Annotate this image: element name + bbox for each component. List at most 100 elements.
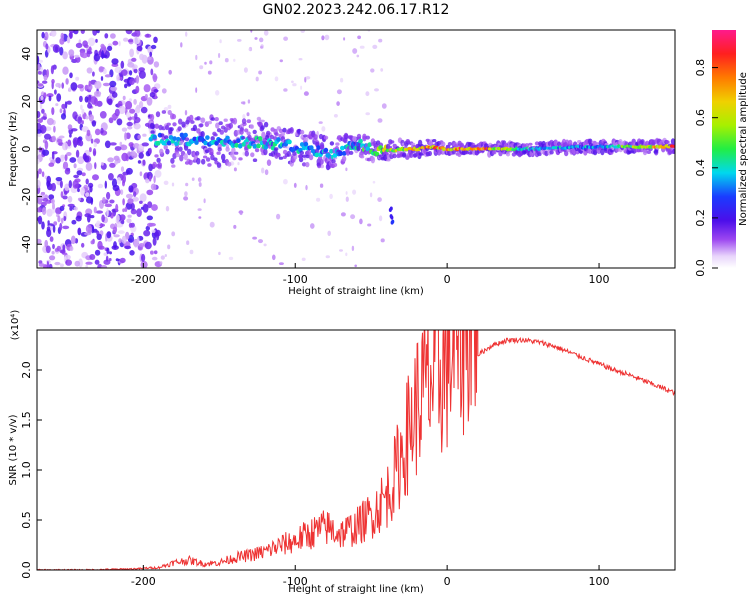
noise-speckle bbox=[40, 191, 46, 196]
signal-halo bbox=[313, 134, 318, 140]
noise-speckle bbox=[108, 117, 114, 124]
noise-speckle bbox=[37, 217, 41, 221]
noise-speckle bbox=[165, 205, 170, 212]
signal-core bbox=[205, 135, 210, 141]
noise-speckle bbox=[59, 222, 63, 231]
noise-speckle bbox=[224, 58, 229, 63]
signal-halo bbox=[286, 150, 291, 157]
signal-halo bbox=[390, 140, 395, 144]
chart-title: GN02.2023.242.06.17.R12 bbox=[263, 2, 450, 18]
noise-speckle bbox=[139, 101, 144, 109]
noise-speckle bbox=[378, 215, 383, 222]
noise-speckle bbox=[125, 193, 134, 199]
noise-speckle bbox=[127, 151, 132, 157]
noise-speckle bbox=[99, 111, 107, 119]
noise-speckle bbox=[69, 246, 74, 252]
noise-speckle bbox=[127, 234, 135, 243]
noise-speckle bbox=[84, 96, 89, 103]
snr-y-axis: 0.0 0.5 1.0 1.5 2.0 bbox=[20, 361, 42, 579]
signal-halo bbox=[189, 114, 194, 122]
noise-speckle bbox=[139, 171, 143, 177]
noise-speckle bbox=[68, 87, 72, 93]
signal-halo bbox=[232, 156, 237, 161]
noise-speckle bbox=[93, 142, 98, 148]
noise-speckle bbox=[380, 238, 385, 243]
noise-speckle bbox=[345, 252, 348, 257]
signal-core bbox=[203, 140, 208, 146]
noise-speckle bbox=[160, 255, 165, 260]
y-tick-label: 0 bbox=[20, 146, 33, 153]
noise-speckle bbox=[62, 225, 70, 230]
noise-speckle bbox=[119, 214, 126, 221]
noise-speckle bbox=[104, 180, 108, 189]
noise-speckle bbox=[111, 91, 118, 98]
noise-speckle bbox=[52, 202, 55, 210]
noise-speckle bbox=[144, 94, 148, 99]
noise-speckle bbox=[132, 143, 140, 149]
noise-speckle bbox=[38, 168, 42, 175]
noise-speckle bbox=[233, 58, 236, 62]
y-tick-label: 2.0 bbox=[20, 361, 33, 379]
signal-halo bbox=[178, 118, 183, 125]
signal-halo bbox=[172, 122, 177, 127]
noise-speckle bbox=[124, 245, 132, 250]
noise-speckle bbox=[115, 223, 124, 228]
signal-halo bbox=[175, 153, 181, 158]
noise-speckle bbox=[365, 91, 370, 97]
signal-halo bbox=[179, 140, 184, 145]
noise-speckle bbox=[38, 59, 43, 63]
noise-speckle bbox=[121, 235, 127, 244]
noise-speckle bbox=[71, 219, 77, 225]
noise-speckle bbox=[68, 180, 73, 189]
signal-halo bbox=[187, 148, 192, 156]
noise-speckle bbox=[46, 175, 51, 185]
noise-speckle bbox=[81, 108, 85, 115]
noise-speckle bbox=[359, 218, 363, 225]
noise-speckle bbox=[61, 82, 64, 89]
signal-halo bbox=[254, 148, 260, 153]
noise-speckle bbox=[372, 180, 376, 184]
noise-speckle bbox=[67, 124, 73, 131]
signal-halo bbox=[168, 127, 173, 135]
noise-speckle bbox=[55, 82, 61, 88]
noise-speckle bbox=[301, 257, 306, 261]
noise-speckle bbox=[305, 76, 311, 80]
signal-halo bbox=[252, 129, 257, 135]
noise-speckle bbox=[51, 107, 55, 116]
noise-speckle bbox=[298, 58, 303, 61]
signal-halo bbox=[372, 140, 377, 147]
noise-speckle bbox=[339, 249, 343, 252]
signal-halo bbox=[163, 144, 168, 150]
noise-speckle bbox=[109, 251, 112, 255]
noise-speckle bbox=[129, 48, 135, 58]
snr-x-axis: -200 -100 0 100 bbox=[131, 565, 610, 588]
noise-speckle bbox=[54, 261, 61, 266]
signal-halo bbox=[212, 131, 217, 136]
noise-speckle bbox=[107, 98, 113, 106]
noise-speckle bbox=[152, 73, 158, 83]
noise-speckle bbox=[133, 68, 138, 74]
noise-speckle bbox=[110, 33, 116, 39]
noise-speckle bbox=[293, 182, 297, 188]
noise-speckle bbox=[325, 255, 330, 259]
noise-speckle bbox=[378, 38, 383, 43]
noise-speckle bbox=[92, 174, 99, 181]
noise-speckle bbox=[133, 239, 139, 248]
noise-speckle bbox=[56, 245, 61, 252]
noise-speckle bbox=[203, 198, 206, 204]
signal-halo bbox=[349, 150, 354, 155]
signal-halo bbox=[524, 143, 530, 148]
noise-speckle bbox=[77, 197, 82, 201]
y-tick-label: 40 bbox=[20, 47, 33, 61]
noise-speckle bbox=[147, 56, 152, 61]
signal-halo bbox=[665, 140, 670, 144]
noise-speckle bbox=[128, 98, 132, 102]
signal-halo bbox=[167, 110, 172, 115]
signal-halo bbox=[181, 121, 186, 128]
signal-halo bbox=[292, 151, 297, 156]
noise-speckle bbox=[60, 217, 64, 224]
noise-speckle bbox=[195, 87, 198, 93]
noise-speckle bbox=[141, 142, 149, 147]
noise-speckle bbox=[119, 257, 126, 263]
